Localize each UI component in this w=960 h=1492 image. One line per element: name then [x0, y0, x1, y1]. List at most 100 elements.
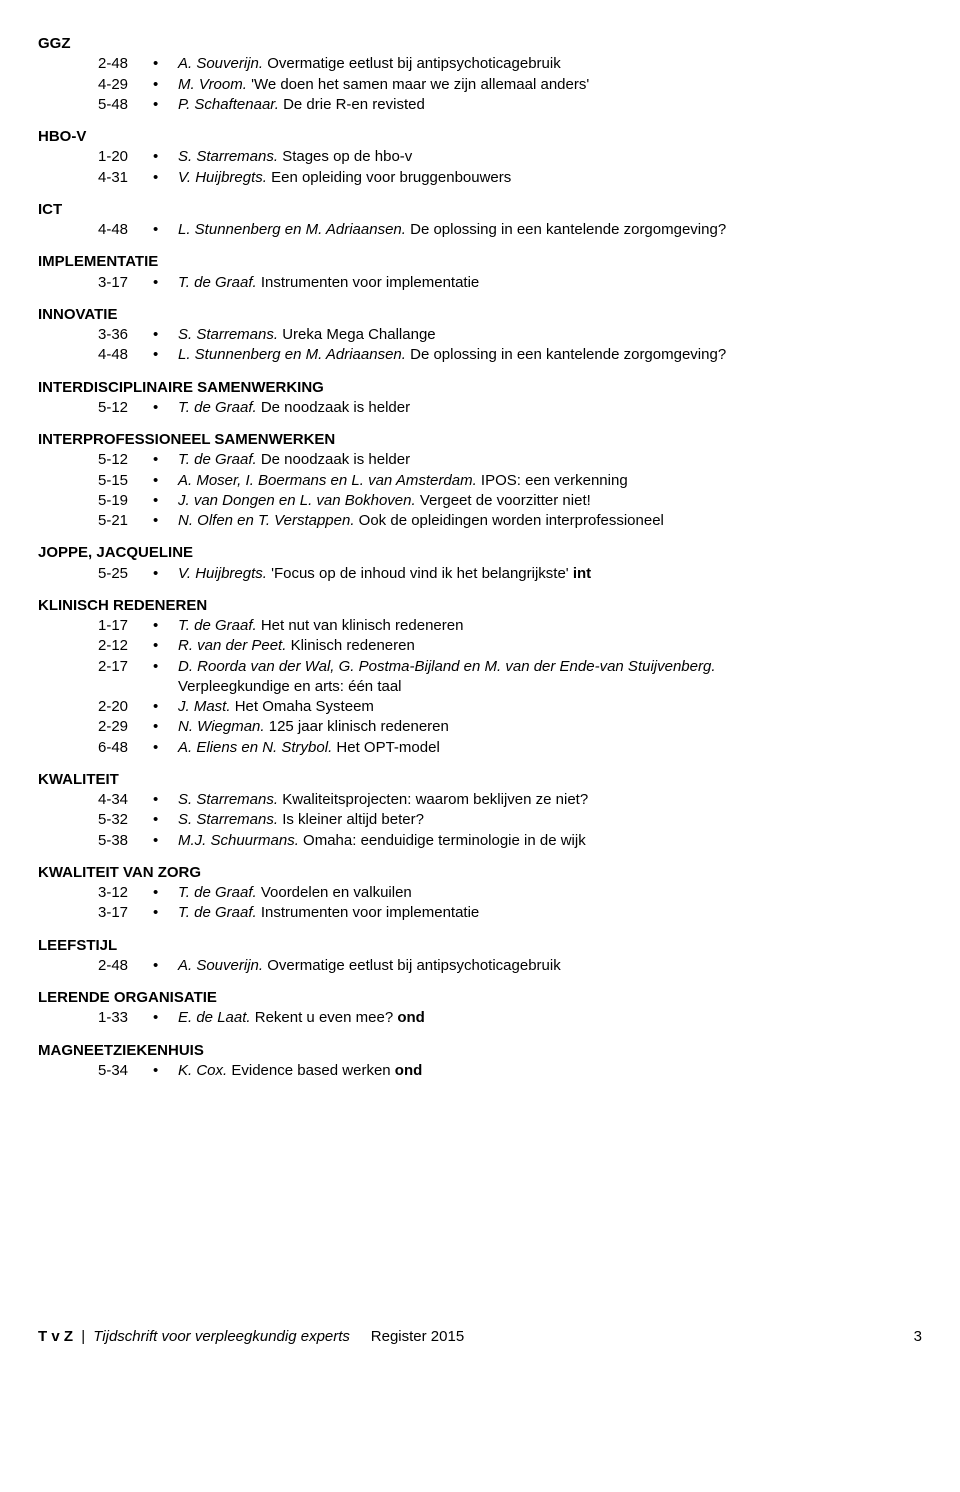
index-entry: 4-31•V. Huijbregts. Een opleiding voor b… [38, 168, 922, 188]
entry-title: Overmatige eetlust bij antipsychoticageb… [267, 55, 560, 72]
section-heading: LEEFSTIJL [38, 936, 922, 956]
entry-authors: T. de Graaf. [178, 451, 261, 468]
entry-title: De noodzaak is helder [261, 399, 410, 416]
entry-description: N. Olfen en T. Verstappen. Ook de opleid… [178, 511, 922, 531]
entry-authors: T. de Graaf. [178, 904, 261, 921]
entry-description: S. Starremans. Is kleiner altijd beter? [178, 810, 922, 830]
entry-title: Ureka Mega Challange [282, 326, 435, 343]
index-entry: 1-20•S. Starremans. Stages op de hbo-v [38, 147, 922, 167]
entry-description: T. de Graaf. Instrumenten voor implement… [178, 903, 922, 923]
entry-authors: N. Olfen en T. Verstappen. [178, 512, 359, 529]
entry-description: S. Starremans. Stages op de hbo-v [178, 147, 922, 167]
entry-title: 'We doen het samen maar we zijn allemaal… [251, 76, 589, 93]
entry-pageref: 2-20 [98, 697, 153, 717]
footer-left: T v Z | Tijdschrift voor verpleegkundig … [38, 1327, 464, 1347]
bullet-icon: • [153, 790, 178, 810]
entry-pageref: 2-48 [98, 54, 153, 74]
entry-pageref: 5-12 [98, 450, 153, 470]
entry-authors: L. Stunnenberg en M. Adriaansen. [178, 346, 410, 363]
section-heading: KWALITEIT VAN ZORG [38, 863, 922, 883]
entry-pageref: 4-31 [98, 168, 153, 188]
entry-description: E. de Laat. Rekent u even mee? ond [178, 1008, 922, 1028]
bullet-icon: • [153, 325, 178, 345]
entry-title: De oplossing in een kantelende zorgomgev… [410, 221, 726, 238]
entry-title: De drie R-en revisted [283, 96, 425, 113]
bullet-icon: • [153, 1061, 178, 1081]
entry-description: T. de Graaf. Voordelen en valkuilen [178, 883, 922, 903]
entry-authors: E. de Laat. [178, 1009, 255, 1026]
entry-description: V. Huijbregts. 'Focus op de inhoud vind … [178, 564, 922, 584]
entry-authors: S. Starremans. [178, 326, 282, 343]
index-entry: 5-48•P. Schaftenaar. De drie R-en revist… [38, 95, 922, 115]
entry-authors: P. Schaftenaar. [178, 96, 283, 113]
entry-pageref: 5-38 [98, 831, 153, 851]
entry-title: Vergeet de voorzitter niet! [420, 492, 591, 509]
entry-authors: V. Huijbregts. [178, 565, 271, 582]
entry-description: M.J. Schuurmans. Omaha: eenduidige termi… [178, 831, 922, 851]
index-entry: 5-19•J. van Dongen en L. van Bokhoven. V… [38, 491, 922, 511]
bullet-icon: • [153, 883, 178, 903]
section-heading: KWALITEIT [38, 770, 922, 790]
entry-description: A. Souverijn. Overmatige eetlust bij ant… [178, 54, 922, 74]
journal-full: Tijdschrift voor verpleegkundig experts [93, 1328, 350, 1345]
entry-pageref: 3-17 [98, 273, 153, 293]
index-content: GGZ2-48•A. Souverijn. Overmatige eetlust… [38, 34, 922, 1087]
entry-title: Stages op de hbo-v [282, 148, 412, 165]
index-entry: 3-17•T. de Graaf. Instrumenten voor impl… [38, 273, 922, 293]
section-heading: GGZ [38, 34, 922, 54]
entry-title: Klinisch redeneren [291, 637, 415, 654]
entry-pageref: 2-17 [98, 657, 153, 698]
entry-pageref: 1-20 [98, 147, 153, 167]
bullet-icon: • [153, 564, 178, 584]
bullet-icon: • [153, 903, 178, 923]
entry-description: L. Stunnenberg en M. Adriaansen. De oplo… [178, 220, 922, 240]
entry-description: N. Wiegman. 125 jaar klinisch redeneren [178, 717, 922, 737]
index-entry: 5-12•T. de Graaf. De noodzaak is helder [38, 398, 922, 418]
bullet-icon: • [153, 636, 178, 656]
section-heading: HBO-V [38, 127, 922, 147]
entry-description: J. van Dongen en L. van Bokhoven. Vergee… [178, 491, 922, 511]
bullet-icon: • [153, 345, 178, 365]
entry-pageref: 4-48 [98, 345, 153, 365]
entry-pageref: 2-48 [98, 956, 153, 976]
bullet-icon: • [153, 616, 178, 636]
entry-authors: M. Vroom. [178, 76, 251, 93]
entry-suffix: int [573, 565, 591, 582]
entry-description: M. Vroom. 'We doen het samen maar we zij… [178, 75, 922, 95]
entry-description: J. Mast. Het Omaha Systeem [178, 697, 922, 717]
entry-title: Ook de opleidingen worden interprofessio… [359, 512, 664, 529]
page-number: 3 [914, 1327, 922, 1347]
entry-description: K. Cox. Evidence based werken ond [178, 1061, 922, 1081]
entry-description: V. Huijbregts. Een opleiding voor brugge… [178, 168, 922, 188]
entry-authors: R. van der Peet. [178, 637, 291, 654]
index-entry: 1-33•E. de Laat. Rekent u even mee? ond [38, 1008, 922, 1028]
index-entry: 5-12•T. de Graaf. De noodzaak is helder [38, 450, 922, 470]
entry-authors: N. Wiegman. [178, 718, 269, 735]
bullet-icon: • [153, 657, 178, 698]
index-entry: 5-38•M.J. Schuurmans. Omaha: eenduidige … [38, 831, 922, 851]
bullet-icon: • [153, 220, 178, 240]
entry-title: Het OPT-model [336, 739, 439, 756]
entry-title: Het Omaha Systeem [235, 698, 374, 715]
entry-authors: D. Roorda van der Wal, G. Postma-Bijland… [178, 658, 716, 675]
index-entry: 2-20•J. Mast. Het Omaha Systeem [38, 697, 922, 717]
index-entry: 2-17•D. Roorda van der Wal, G. Postma-Bi… [38, 657, 922, 698]
section-heading: INTERDISCIPLINAIRE SAMENWERKING [38, 378, 922, 398]
index-entry: 5-32•S. Starremans. Is kleiner altijd be… [38, 810, 922, 830]
entry-description: A. Eliens en N. Strybol. Het OPT-model [178, 738, 922, 758]
index-entry: 5-15•A. Moser, I. Boermans en L. van Ams… [38, 471, 922, 491]
entry-pageref: 5-12 [98, 398, 153, 418]
bullet-icon: • [153, 717, 178, 737]
bullet-icon: • [153, 273, 178, 293]
entry-pageref: 4-48 [98, 220, 153, 240]
entry-title: Instrumenten voor implementatie [261, 274, 479, 291]
entry-description: T. de Graaf. Instrumenten voor implement… [178, 273, 922, 293]
entry-title: 125 jaar klinisch redeneren [269, 718, 449, 735]
entry-pageref: 4-34 [98, 790, 153, 810]
entry-authors: K. Cox. [178, 1062, 231, 1079]
entry-title: Verpleegkundige en arts: één taal [178, 678, 402, 695]
entry-title: Het nut van klinisch redeneren [261, 617, 464, 634]
entry-description: T. de Graaf. De noodzaak is helder [178, 398, 922, 418]
entry-pageref: 6-48 [98, 738, 153, 758]
entry-title: Omaha: eenduidige terminologie in de wij… [303, 832, 586, 849]
